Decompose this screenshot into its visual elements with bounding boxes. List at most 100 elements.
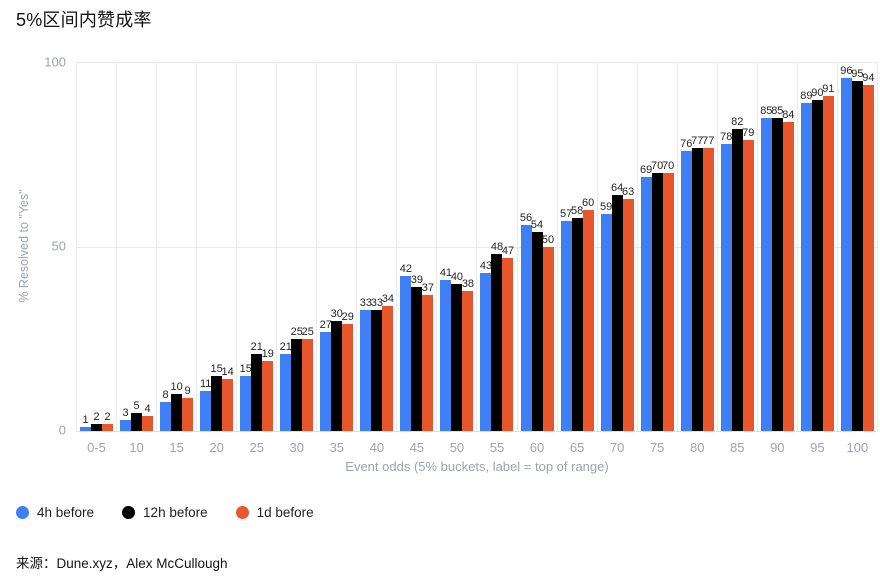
y-tick-label: 50: [51, 238, 66, 254]
bar-value-label: 84: [782, 108, 795, 121]
bar-value-label: 94: [862, 72, 875, 85]
bar-value-label: 33: [359, 296, 372, 309]
bar-value-label: 15: [210, 362, 223, 375]
bar-1d-before: 63: [622, 186, 634, 431]
bar-value-label: 25: [290, 326, 303, 338]
bar-value-label: 2: [104, 410, 111, 423]
bar-1d-before: 91: [822, 83, 834, 431]
bar-4h-before: 42: [400, 263, 412, 431]
bar-group: 8 10 9 15: [156, 63, 196, 455]
bar-value-label: 10: [170, 381, 183, 394]
x-tick-label: 50: [449, 440, 465, 455]
bar-1d-before: 70: [662, 160, 674, 431]
bar-4h-before: 3: [120, 407, 132, 431]
bar-value-label: 56: [519, 211, 533, 224]
bar-12h-before: 40: [451, 271, 463, 431]
bar-group: 33 33 34 40: [356, 63, 396, 455]
bar-value-label: 70: [651, 160, 664, 173]
bar-1d-before: 9: [182, 385, 194, 431]
bar-12h-before: 10: [170, 381, 183, 431]
bar-1d-before: 77: [702, 135, 714, 431]
bar-4h-before: 89: [800, 90, 812, 431]
bar-group: 69 70 70 75: [636, 63, 677, 455]
bar-value-label: 79: [742, 127, 755, 140]
bar-1d-before: 4: [142, 403, 154, 431]
bar-value-label: 85: [771, 105, 784, 118]
bar-value-label: 78: [720, 130, 733, 143]
bar-12h-before: 39: [411, 274, 423, 431]
x-tick-label: 90: [770, 440, 785, 455]
bar-value-label: 77: [702, 134, 715, 147]
x-axis-title: Event odds (5% buckets, label = top of r…: [345, 459, 609, 474]
bar-1d-before: 84: [782, 109, 794, 431]
x-tick-label: 80: [689, 440, 705, 455]
bar-value-label: 70: [662, 160, 675, 173]
bar-value-label: 19: [261, 348, 274, 361]
bar-group: 57 58 60 65: [556, 63, 597, 455]
x-tick-label: 95: [810, 440, 825, 455]
bar-4h-before: 43: [480, 260, 492, 431]
bar-4h-before: 85: [760, 105, 772, 431]
bar-value-label: 27: [319, 318, 332, 331]
bar-group: 85 85 84 90: [756, 63, 797, 455]
bar-4h-before: 69: [640, 164, 652, 431]
bar-4h-before: 1: [80, 414, 92, 431]
bar-value-label: 37: [421, 281, 435, 294]
bar-value-label: 39: [410, 274, 424, 287]
bar-1d-before: 60: [582, 197, 594, 431]
x-tick-label: 45: [409, 440, 425, 455]
bar-12h-before: 15: [211, 363, 223, 431]
x-tick-label: 65: [569, 440, 585, 455]
plot-groups: 1 2 2 0-5 3 5 4 10 8 10 9 15 11 15 14 20 15 21 19 25 21 25 25 3…: [76, 63, 877, 455]
legend-label: 1d before: [256, 505, 314, 520]
bar-12h-before: 90: [811, 87, 823, 431]
bar-group: 15 21 19 25: [236, 63, 276, 455]
x-tick-label: 100: [846, 440, 869, 455]
bar-4h-before: 21: [280, 341, 292, 431]
bar-value-label: 2: [93, 410, 100, 423]
bar-value-label: 95: [851, 68, 864, 81]
bar-12h-before: 5: [131, 400, 143, 431]
bar-4h-before: 57: [560, 208, 572, 431]
y-tick-label: 0: [58, 422, 66, 438]
bar-value-label: 60: [581, 197, 595, 210]
bar-12h-before: 77: [691, 135, 703, 431]
x-tick-label: 20: [209, 440, 224, 455]
bar-value-label: 33: [370, 296, 383, 309]
bar-1d-before: 37: [422, 282, 434, 431]
x-tick-label: 75: [649, 440, 665, 455]
bar-value-label: 8: [162, 388, 169, 401]
bar-value-label: 90: [811, 86, 824, 99]
bar-value-label: 11: [199, 377, 212, 390]
bar-1d-before: 50: [542, 234, 554, 431]
x-tick-label: 60: [529, 440, 545, 455]
bar-value-label: 48: [490, 241, 504, 254]
bar-group: 1 2 2 0-5: [76, 63, 116, 455]
legend-item-1d-before: 1d before: [235, 505, 314, 520]
bar-value-label: 21: [250, 340, 263, 353]
bar-group: 21 25 25 30: [276, 63, 316, 455]
bar-group: 76 77 77 80: [676, 63, 717, 455]
bar-group: 41 40 38 50: [436, 63, 476, 455]
bar-value-label: 29: [341, 311, 354, 324]
bar-12h-before: 70: [651, 160, 663, 431]
bar-12h-before: 30: [331, 308, 343, 431]
bar-4h-before: 59: [600, 201, 612, 431]
x-tick-label: 15: [169, 440, 184, 455]
bar-value-label: 9: [184, 384, 191, 397]
bar-value-label: 25: [301, 326, 314, 338]
bar-group: 59 64 63 70: [596, 63, 637, 455]
bar-group: 56 54 50 60: [516, 63, 557, 455]
bar-12h-before: 54: [531, 219, 543, 431]
bar-value-label: 91: [822, 83, 835, 96]
legend-label: 12h before: [143, 505, 208, 520]
bar-value-label: 64: [611, 182, 624, 195]
bar-value-label: 43: [479, 259, 493, 272]
source-attribution: 来源：Dune.xyz，Alex McCullough: [16, 556, 228, 571]
bar-group: 42 39 37 45: [396, 63, 436, 455]
bar-12h-before: 33: [371, 297, 383, 431]
bar-4h-before: 15: [240, 363, 252, 431]
bar-12h-before: 2: [91, 411, 103, 431]
bar-value-label: 96: [840, 64, 853, 77]
bar-12h-before: 58: [571, 205, 583, 431]
